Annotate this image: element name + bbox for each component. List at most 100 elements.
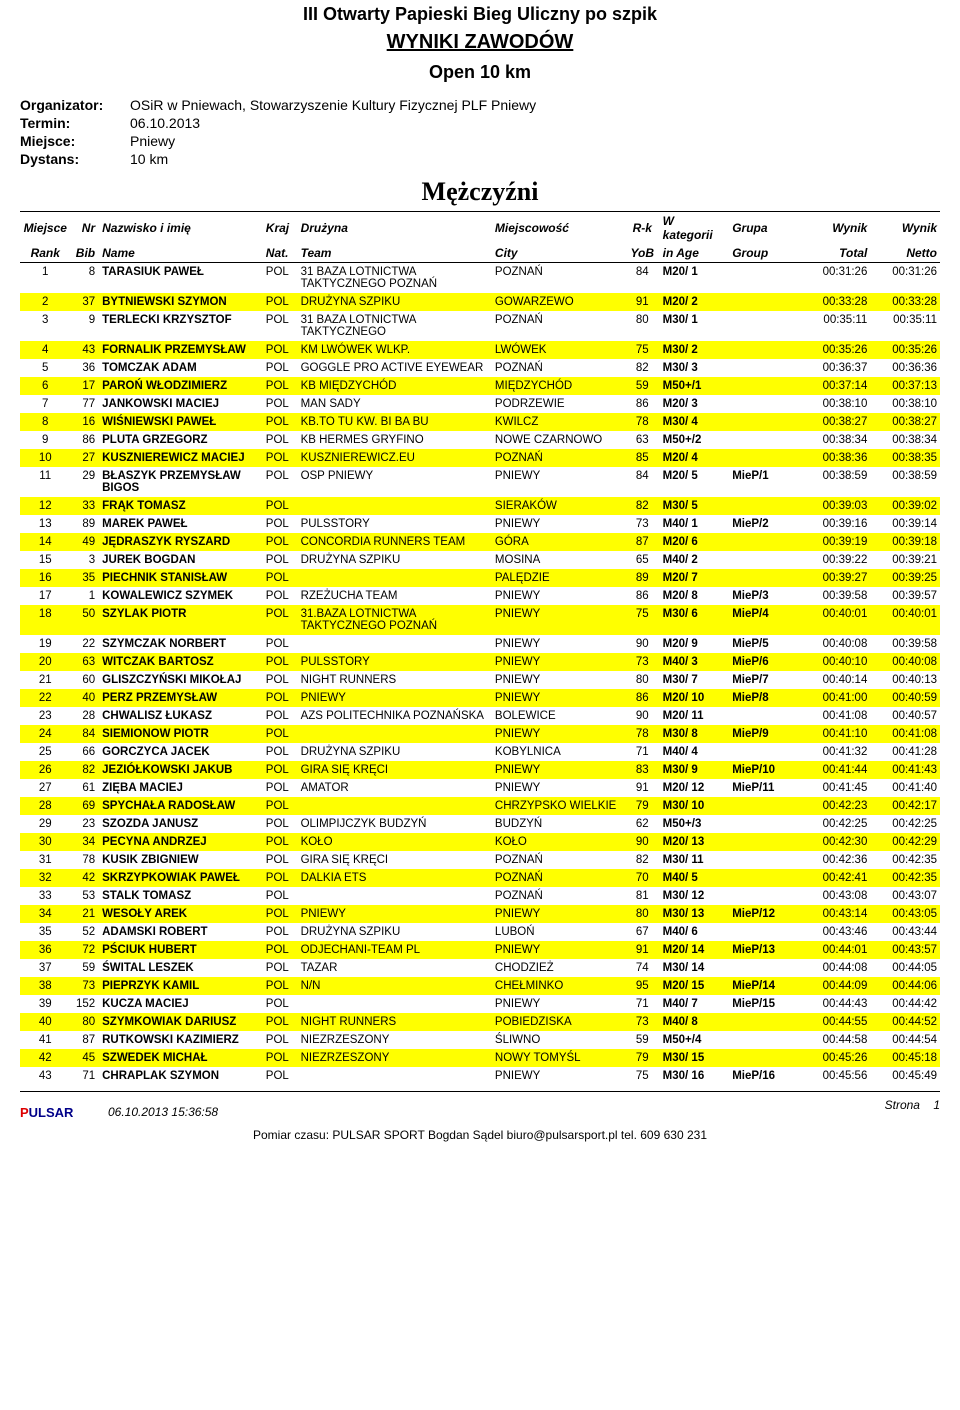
cell: 00:40:01 [801, 605, 871, 635]
cell: AMATOR [298, 779, 492, 797]
cell: KUSZNIEREWICZ.EU [298, 449, 492, 467]
cell: 00:41:00 [801, 689, 871, 707]
table-row: 1233FRĄK TOMASZPOLSIERAKÓW82M30/ 500:39:… [20, 497, 940, 515]
cell: PULSSTORY [298, 515, 492, 533]
cell: NOWY TOMYŚL [492, 1049, 625, 1067]
cell: M20/ 7 [660, 569, 730, 587]
cell: 21 [70, 905, 99, 923]
cell: POL [263, 725, 298, 743]
table-row: 1922SZYMCZAK NORBERTPOLPNIEWY90M20/ 9Mie… [20, 635, 940, 653]
cell: MieP/2 [729, 515, 801, 533]
th-bib2: Bib [70, 244, 99, 263]
cell: MieP/15 [729, 995, 801, 1013]
cell: 00:43:44 [870, 923, 940, 941]
cell: 00:40:57 [870, 707, 940, 725]
cell [729, 959, 801, 977]
cell: SZYLAK PIOTR [99, 605, 263, 635]
cell: 00:39:18 [870, 533, 940, 551]
table-row: 1129BŁASZYK PRZEMYSŁAW BIGOSPOLOSP PNIEW… [20, 467, 940, 497]
cell: DRUŻYNA SZPIKU [298, 743, 492, 761]
cell: KWILCZ [492, 413, 625, 431]
cell: 10 [20, 449, 70, 467]
cell: POL [263, 1013, 298, 1031]
cell: POL [263, 941, 298, 959]
cell: ADAMSKI ROBERT [99, 923, 263, 941]
cell: DRUŻYNA SZPIKU [298, 923, 492, 941]
cell: 79 [625, 797, 660, 815]
cell: 70 [625, 869, 660, 887]
cell [298, 995, 492, 1013]
th-nat: Kraj [263, 212, 298, 245]
cell: 00:38:27 [801, 413, 871, 431]
date-value: 06.10.2013 [130, 115, 200, 131]
table-row: 4187RUTKOWSKI KAZIMIERZPOLNIEZRZESZONYŚL… [20, 1031, 940, 1049]
cell: 80 [625, 671, 660, 689]
cell: 00:44:54 [870, 1031, 940, 1049]
cell: 53 [70, 887, 99, 905]
cell: POL [263, 1067, 298, 1085]
footer-credit: Pomiar czasu: PULSAR SPORT Bogdan Sądel … [20, 1128, 940, 1142]
table-row: 4245SZWEDEK MICHAŁPOLNIEZRZESZONYNOWY TO… [20, 1049, 940, 1067]
cell: POBIEDZISKA [492, 1013, 625, 1031]
cell: 73 [70, 977, 99, 995]
cell: POL [263, 341, 298, 359]
cell: 00:35:11 [870, 311, 940, 341]
cell: TERLECKI KRZYSZTOF [99, 311, 263, 341]
cell: KB MIĘDZYCHÓD [298, 377, 492, 395]
cell: POL [263, 449, 298, 467]
cell: 4 [20, 341, 70, 359]
cell: 89 [625, 569, 660, 587]
cell: KUCZA MACIEJ [99, 995, 263, 1013]
cell: MieP/12 [729, 905, 801, 923]
cell: 22 [20, 689, 70, 707]
cell [729, 293, 801, 311]
th-city: Miejscowość [492, 212, 625, 245]
cell: POL [263, 869, 298, 887]
cell: POZNAŃ [492, 449, 625, 467]
cell [729, 1049, 801, 1067]
cell: NIEZRZESZONY [298, 1031, 492, 1049]
cell: 75 [625, 605, 660, 635]
cell: POL [263, 815, 298, 833]
cell: POL [263, 689, 298, 707]
date-label: Termin: [20, 115, 130, 131]
cell: POL [263, 923, 298, 941]
cell: 00:42:35 [870, 869, 940, 887]
cell: CHWALISZ ŁUKASZ [99, 707, 263, 725]
table-row: 2240PERZ PRZEMYSŁAWPOLPNIEWYPNIEWY86M20/… [20, 689, 940, 707]
cell: 80 [625, 905, 660, 923]
table-row: 536TOMCZAK ADAMPOLGOGGLE PRO ACTIVE EYEW… [20, 359, 940, 377]
cell: M20/ 11 [660, 707, 730, 725]
cell: 00:39:02 [870, 497, 940, 515]
cell: 00:41:44 [801, 761, 871, 779]
cell: 72 [70, 941, 99, 959]
cell: 60 [70, 671, 99, 689]
th-group: Grupa [729, 212, 801, 245]
cell: 91 [625, 293, 660, 311]
cell: TARASIUK PAWEŁ [99, 263, 263, 294]
cell: CHRAPLAK SZYMON [99, 1067, 263, 1085]
cell: NIGHT RUNNERS [298, 1013, 492, 1031]
cell: POL [263, 377, 298, 395]
distance-value: 10 km [130, 151, 168, 167]
table-row: 1635PIECHNIK STANISŁAWPOLPALĘDZIE89M20/ … [20, 569, 940, 587]
cell: 00:41:43 [870, 761, 940, 779]
cell: M30/ 7 [660, 671, 730, 689]
cell [298, 797, 492, 815]
th-name: Nazwisko i imię [99, 212, 263, 245]
cell: 43 [70, 341, 99, 359]
cell: 9 [70, 311, 99, 341]
cell: 00:38:59 [801, 467, 871, 497]
cell: MieP/4 [729, 605, 801, 635]
table-row: 4080SZYMKOWIAK DARIUSZPOLNIGHT RUNNERSPO… [20, 1013, 940, 1031]
cell: 35 [70, 569, 99, 587]
cell [729, 851, 801, 869]
cell: 50 [70, 605, 99, 635]
cell [729, 833, 801, 851]
table-row: 39152KUCZA MACIEJPOLPNIEWY71M40/ 7MieP/1… [20, 995, 940, 1013]
cell: 28 [70, 707, 99, 725]
cell: MieP/11 [729, 779, 801, 797]
th-group2: Group [729, 244, 801, 263]
cell: 87 [625, 533, 660, 551]
cell: SIEMIONOW PIOTR [99, 725, 263, 743]
